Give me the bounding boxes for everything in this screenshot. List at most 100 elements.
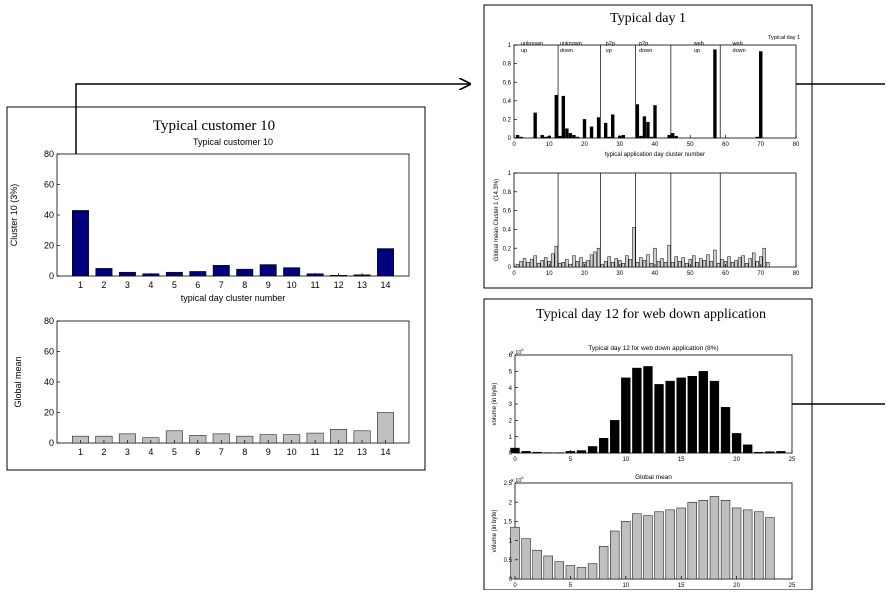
bar [562,96,565,138]
y-tick-label: 0.6 [503,80,512,86]
bar [696,262,699,267]
bar [742,256,745,267]
x-tick-label: 15 [678,583,685,589]
group-label: down [733,48,746,54]
x-tick-label: 9 [266,447,271,457]
x-axis-label: typical application day cluster number [605,152,705,158]
bar [551,254,554,267]
y-tick-label: 0.2 [503,246,512,252]
bar [735,260,738,267]
y-tick-label: 20 [44,408,54,418]
x-tick-label: 1 [78,280,83,290]
bar [644,366,653,453]
bar [699,371,708,453]
bar [654,105,657,138]
x-axis-label: typical day cluster number [181,293,286,303]
bar [565,129,568,138]
group-label: up [521,48,527,54]
x-tick-label: 25 [789,583,796,589]
bar [759,52,762,138]
x-tick-label: 10 [546,271,553,277]
bar [558,263,561,267]
bar [721,500,730,579]
bar [671,262,674,267]
bar [625,256,628,267]
bar [636,262,639,267]
bar [562,262,565,267]
x-tick-label: 6 [195,280,200,290]
group-label: p2p [606,41,615,47]
bar [516,135,519,138]
bar [682,258,685,267]
bar [636,105,639,138]
bar [668,135,671,138]
x-tick-label: 14 [381,447,391,457]
bar [666,381,675,453]
x-tick-label: 80 [793,271,800,277]
bar [597,248,600,267]
bar [604,261,607,267]
x-tick-label: 50 [687,271,694,277]
bar [544,258,547,267]
plot-area [515,355,792,453]
bar [72,210,88,276]
bar [643,260,646,267]
bar [664,262,667,267]
x-tick-label: 25 [789,457,796,463]
bar [713,50,716,138]
x-tick-label: 40 [652,271,659,277]
plot-area [57,154,409,276]
chart-annotation: Typical day 1 [768,35,800,41]
x-tick-label: 5 [172,447,177,457]
bar [577,451,586,453]
bar [650,137,653,138]
x-tick-label: 3 [125,280,130,290]
y-tick-label: 80 [44,149,54,159]
bar [541,260,544,267]
bar [534,256,537,267]
bar [611,262,614,267]
bar [703,260,706,267]
y-tick-label: 60 [44,347,54,357]
y-tick-label: 0.8 [503,190,512,196]
bar [608,137,611,138]
x-tick-label: 60 [722,142,729,148]
y-tick-label: 20 [44,241,54,251]
bar [632,514,641,579]
bar [544,556,553,579]
x-tick-label: 10 [287,447,297,457]
bar [511,527,520,579]
bar [608,257,611,267]
bar [621,521,630,579]
bar [668,245,671,267]
bar [731,262,734,267]
bar [632,228,635,267]
bar [754,452,763,453]
bar [677,508,686,579]
bar [688,376,697,453]
y-tick-label: 0.8 [503,62,512,68]
bar [699,500,708,579]
bar [522,451,531,453]
x-tick-label: 8 [242,280,247,290]
bar [685,263,688,267]
x-tick-label: 10 [622,583,629,589]
bar [749,259,752,267]
x-tick-label: 4 [148,447,153,457]
bar [604,123,607,138]
bar [558,136,561,138]
bar [644,516,653,579]
bar [537,263,540,267]
bar [576,137,579,138]
x-tick-label: 12 [334,280,344,290]
bar [765,518,774,579]
day12-panel-title: Typical day 12 for web down application [536,307,766,322]
y-tick-label: 40 [44,377,54,387]
bar [706,255,709,267]
bar [675,257,678,267]
y-tick-label: 0.4 [503,99,512,105]
bar [710,261,713,267]
y-tick-label: 1.5 [504,520,513,526]
